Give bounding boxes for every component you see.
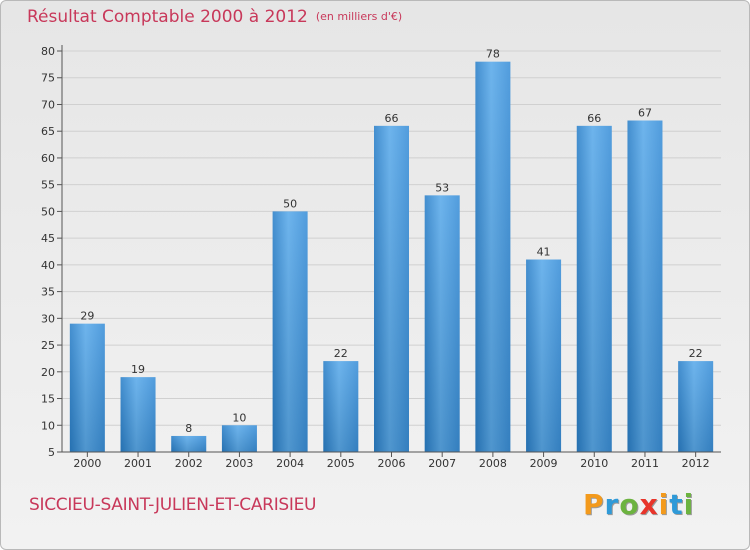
y-tick-label: 60 [41, 152, 55, 165]
data-label: 66 [385, 112, 399, 125]
y-tick-label: 25 [41, 339, 55, 352]
logo-letter: i [683, 488, 695, 521]
x-tick-label: 2012 [682, 457, 710, 470]
bar-shade [424, 195, 460, 453]
x-tick-label: 2005 [327, 457, 355, 470]
x-tick-label: 2000 [73, 457, 101, 470]
logo-letter: i [658, 488, 670, 521]
data-label: 67 [638, 107, 652, 120]
logo-letter: r [604, 488, 620, 521]
data-label: 29 [80, 310, 94, 323]
y-tick-label: 5 [48, 446, 55, 459]
x-tick-label: 2010 [580, 457, 608, 470]
bar-shade [272, 211, 308, 452]
x-tick-label: 2001 [124, 457, 152, 470]
bar-shade [576, 125, 612, 452]
bar-shade [374, 125, 409, 452]
y-tick-label: 45 [41, 232, 55, 245]
data-label: 10 [232, 411, 246, 424]
x-tick-label: 2004 [276, 457, 304, 470]
x-tick-label: 2003 [225, 457, 253, 470]
y-tick-label: 20 [41, 366, 55, 379]
y-tick-label: 75 [41, 72, 55, 85]
bar-shade [627, 120, 663, 453]
data-label: 41 [537, 246, 551, 259]
bar-shade [678, 361, 714, 452]
logo-letter: x [639, 488, 659, 521]
bar-shade [221, 425, 257, 452]
logo-letter: t [669, 488, 684, 521]
y-tick-label: 65 [41, 125, 55, 138]
data-label: 22 [334, 347, 348, 360]
proxiti-logo: Proxiti [583, 488, 694, 521]
x-tick-label: 2002 [175, 457, 203, 470]
data-label: 53 [435, 181, 449, 194]
y-tick-label: 10 [41, 419, 55, 432]
bar-shade [526, 259, 562, 452]
y-tick-label: 40 [41, 259, 55, 272]
y-tick-label: 80 [41, 45, 55, 58]
y-tick-label: 30 [41, 312, 55, 325]
commune-name: SICCIEU-SAINT-JULIEN-ET-CARISIEU [29, 495, 317, 515]
y-tick-label: 70 [41, 98, 55, 111]
data-label: 78 [486, 48, 500, 61]
x-tick-label: 2008 [479, 457, 507, 470]
x-tick-label: 2009 [530, 457, 558, 470]
data-label: 19 [131, 363, 145, 376]
x-tick-label: 2011 [631, 457, 659, 470]
logo-letter: P [583, 488, 605, 521]
data-label: 22 [689, 347, 703, 360]
data-label: 66 [587, 112, 601, 125]
bar-shade [120, 377, 156, 452]
y-tick-label: 15 [41, 393, 55, 406]
y-tick-label: 50 [41, 205, 55, 218]
bar-shade [475, 61, 511, 453]
logo-letter: o [619, 488, 640, 521]
bar-shade [69, 323, 105, 452]
y-tick-label: 55 [41, 179, 55, 192]
chart-subtitle: (en milliers d'€) [315, 10, 403, 23]
chart-title-text: Résultat Comptable 2000 à 2012 [27, 7, 308, 27]
y-tick-label: 35 [41, 286, 55, 299]
x-tick-label: 2006 [378, 457, 406, 470]
bar-shade [171, 435, 207, 452]
x-tick-label: 2007 [428, 457, 456, 470]
chart-title: Résultat Comptable 2000 à 2012 (en millie… [27, 7, 402, 27]
bar-shade [323, 361, 359, 452]
data-label: 8 [185, 422, 192, 435]
data-label: 50 [283, 197, 297, 210]
